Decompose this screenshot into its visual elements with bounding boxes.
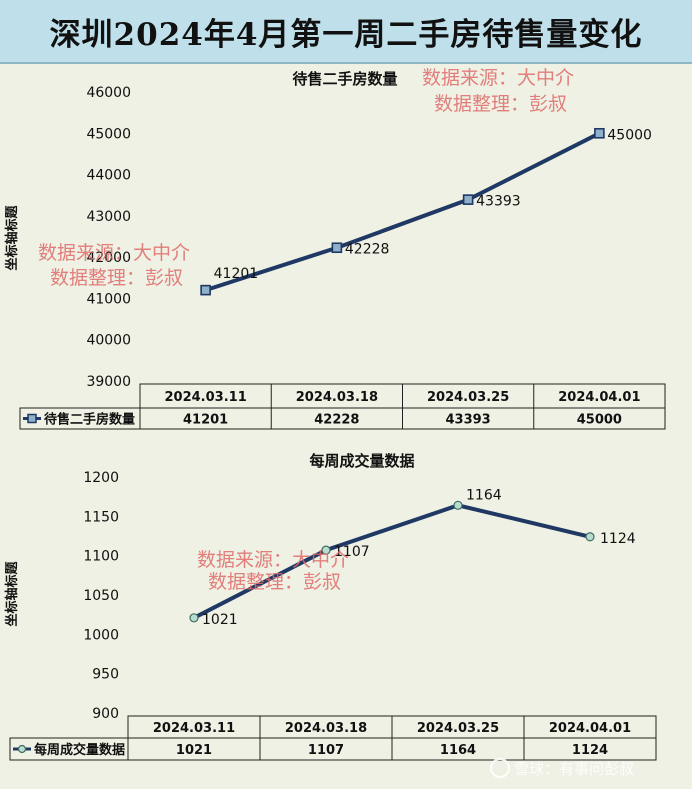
y-tick-label: 39000 <box>86 374 131 390</box>
y-tick-label: 43000 <box>86 209 131 225</box>
data-label: 45000 <box>607 127 652 143</box>
chart-title: 每周成交量数据 <box>309 452 414 470</box>
category-label: 2024.03.11 <box>153 721 235 736</box>
category-label: 2024.03.18 <box>285 721 367 736</box>
watermark-editor: 数据整理：彭叔 <box>434 93 567 115</box>
data-table-legend-cell <box>9 737 129 761</box>
data-table-value: 1124 <box>572 743 608 758</box>
watermark-source: 数据来源：大中介 <box>38 242 190 264</box>
watermark-source: 数据来源：大中介 <box>422 67 574 89</box>
y-tick-label: 42000 <box>86 250 131 266</box>
snowball-logo-icon <box>490 758 510 778</box>
legend-label: 待售二手房数量 <box>43 412 135 428</box>
data-point <box>331 242 343 254</box>
data-table-value: 45000 <box>577 413 622 428</box>
y-tick-label: 950 <box>92 667 119 683</box>
category-label: 2024.03.18 <box>296 390 378 405</box>
legend-label: 每周成交量数据 <box>34 742 125 758</box>
watermark-source: 数据来源：大中介 <box>197 549 349 571</box>
page-title: 深圳2024年4月第一周二手房待售量变化 <box>49 16 643 53</box>
y-tick-label: 1200 <box>83 470 119 486</box>
footer-logo-text: 雪球：有事问彭叔 <box>514 760 634 778</box>
legend-key-marker <box>17 744 27 754</box>
series-line <box>193 503 591 620</box>
y-tick-label: 1050 <box>83 588 119 604</box>
y-tick-label: 1100 <box>83 549 119 565</box>
data-label: 1021 <box>202 612 238 628</box>
y-tick-label: 1150 <box>83 509 119 525</box>
y-tick-label: 46000 <box>86 85 131 101</box>
y-tick-label: 1000 <box>83 627 119 643</box>
chart-panel <box>0 64 692 789</box>
data-label: 1124 <box>600 531 636 547</box>
category-label: 2024.04.01 <box>558 390 640 405</box>
category-label: 2024.04.01 <box>549 721 631 736</box>
category-label: 2024.03.25 <box>417 721 499 736</box>
data-label: 1164 <box>466 487 502 503</box>
y-tick-label: 41000 <box>86 291 131 307</box>
data-point <box>453 500 463 510</box>
data-label: 1107 <box>334 544 370 560</box>
data-point <box>321 545 331 555</box>
title-banner: 深圳2024年4月第一周二手房待售量变化 <box>0 0 692 64</box>
data-point <box>585 532 595 542</box>
data-point <box>200 284 211 296</box>
watermark-editor: 数据整理：彭叔 <box>208 571 341 593</box>
data-table-value: 42228 <box>314 413 359 428</box>
legend-key-marker <box>27 413 37 424</box>
data-point <box>462 194 474 205</box>
data-table-value: 1164 <box>440 743 476 758</box>
chart-title: 待售二手房数量 <box>292 70 397 88</box>
data-table-legend-cell <box>19 407 141 430</box>
category-label: 2024.03.25 <box>427 390 509 405</box>
y-axis-label: 坐标轴标题 <box>4 205 20 271</box>
y-tick-label: 44000 <box>86 168 131 184</box>
y-tick-label: 900 <box>92 706 119 722</box>
data-label: 42228 <box>345 242 390 258</box>
data-table-value: 1107 <box>308 743 344 758</box>
y-tick-label: 40000 <box>86 333 131 349</box>
category-label: 2024.03.11 <box>165 390 247 405</box>
watermark-editor: 数据整理：彭叔 <box>50 267 183 289</box>
data-point <box>189 613 199 623</box>
data-label: 41201 <box>214 266 259 282</box>
data-table-value: 1021 <box>176 743 212 758</box>
y-tick-label: 45000 <box>86 126 131 142</box>
data-label: 43393 <box>476 194 521 210</box>
data-table-value: 43393 <box>446 413 491 428</box>
data-point <box>594 127 605 139</box>
y-axis-label: 坐标轴标题 <box>4 561 20 627</box>
series-line <box>205 131 601 293</box>
data-table-value: 41201 <box>183 413 228 428</box>
